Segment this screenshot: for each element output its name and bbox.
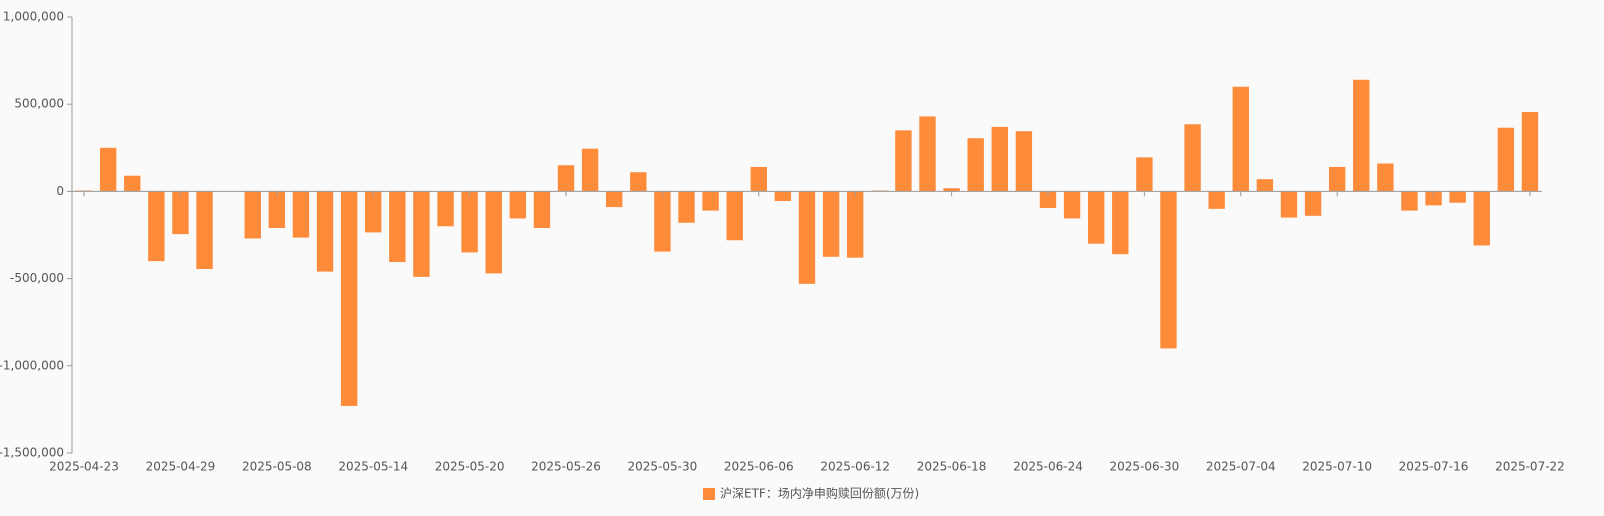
bar [919,116,936,192]
bar [268,191,286,229]
bar [437,191,454,227]
bar [340,191,358,406]
bar [678,191,695,223]
legend-swatch [703,488,715,500]
bar [1039,191,1057,208]
bar [798,191,816,284]
bar [1136,157,1153,192]
x-tick-label: 2025-05-26 [531,460,601,474]
bar [1304,191,1322,216]
bar [365,191,382,233]
bar [1063,191,1081,219]
bar [1377,163,1394,192]
y-tick-label: -1,500,000 [0,446,64,460]
bar [148,191,165,262]
bar [99,147,117,192]
bar [1473,191,1490,246]
bar [1497,127,1515,192]
bar [244,191,261,239]
bar [847,191,864,258]
x-tick-label: 2025-05-30 [628,460,698,474]
bar [967,138,984,192]
bar [461,191,478,253]
bar [774,191,792,201]
bar [1208,191,1225,209]
bar [750,166,767,192]
x-tick-label: 2025-07-04 [1206,460,1276,474]
x-tick-label: 2025-07-10 [1302,460,1372,474]
bar [1160,191,1177,349]
bar [991,126,1008,192]
bar [485,191,502,274]
bar [533,191,551,229]
bar [822,191,840,257]
bar [1184,124,1201,192]
bar [1521,112,1539,192]
bar [413,191,430,277]
bar [1425,191,1442,206]
x-tick-label: 2025-05-20 [435,460,505,474]
bar [292,191,310,238]
bar [581,148,599,192]
bar [1232,86,1249,192]
bar [630,172,647,192]
bar [316,191,334,272]
bar [557,165,575,192]
bar [1328,166,1346,192]
y-tick-label: -500,000 [10,271,64,285]
bar [943,188,960,192]
bar [124,175,141,192]
x-tick-label: 2025-06-24 [1013,460,1083,474]
bar [1087,191,1105,244]
x-tick-label: 2025-07-16 [1399,460,1469,474]
y-tick-label: 500,000 [14,97,64,111]
bar [895,130,912,192]
x-tick-label: 2025-06-18 [917,460,987,474]
bar [1280,191,1298,218]
y-tick-label: 0 [56,184,64,198]
x-tick-label: 2025-05-14 [338,460,408,474]
bar [1449,191,1466,203]
bar [726,191,743,241]
x-tick-label: 2025-05-08 [242,460,312,474]
bar [1401,191,1418,211]
bar [606,191,623,208]
bar [1256,179,1274,192]
bar [654,191,671,252]
bar [1112,191,1129,255]
x-tick-label: 2025-06-12 [820,460,890,474]
bar [389,191,406,263]
y-tick-label: -1,000,000 [0,358,64,372]
bar [196,191,213,270]
x-tick-label: 2025-07-22 [1495,460,1565,474]
bar [509,191,527,219]
bar [1353,79,1370,192]
x-tick-label: 2025-04-29 [146,460,216,474]
bar [172,191,189,235]
bar [702,191,719,211]
legend-label: 沪深ETF：场内净申购赎回份额(万份) [720,486,919,501]
x-tick-label: 2025-04-23 [49,460,119,474]
bar [1015,131,1033,192]
y-tick-label: 1,000,000 [3,10,64,24]
x-tick-label: 2025-06-06 [724,460,794,474]
x-tick-label: 2025-06-30 [1110,460,1180,474]
